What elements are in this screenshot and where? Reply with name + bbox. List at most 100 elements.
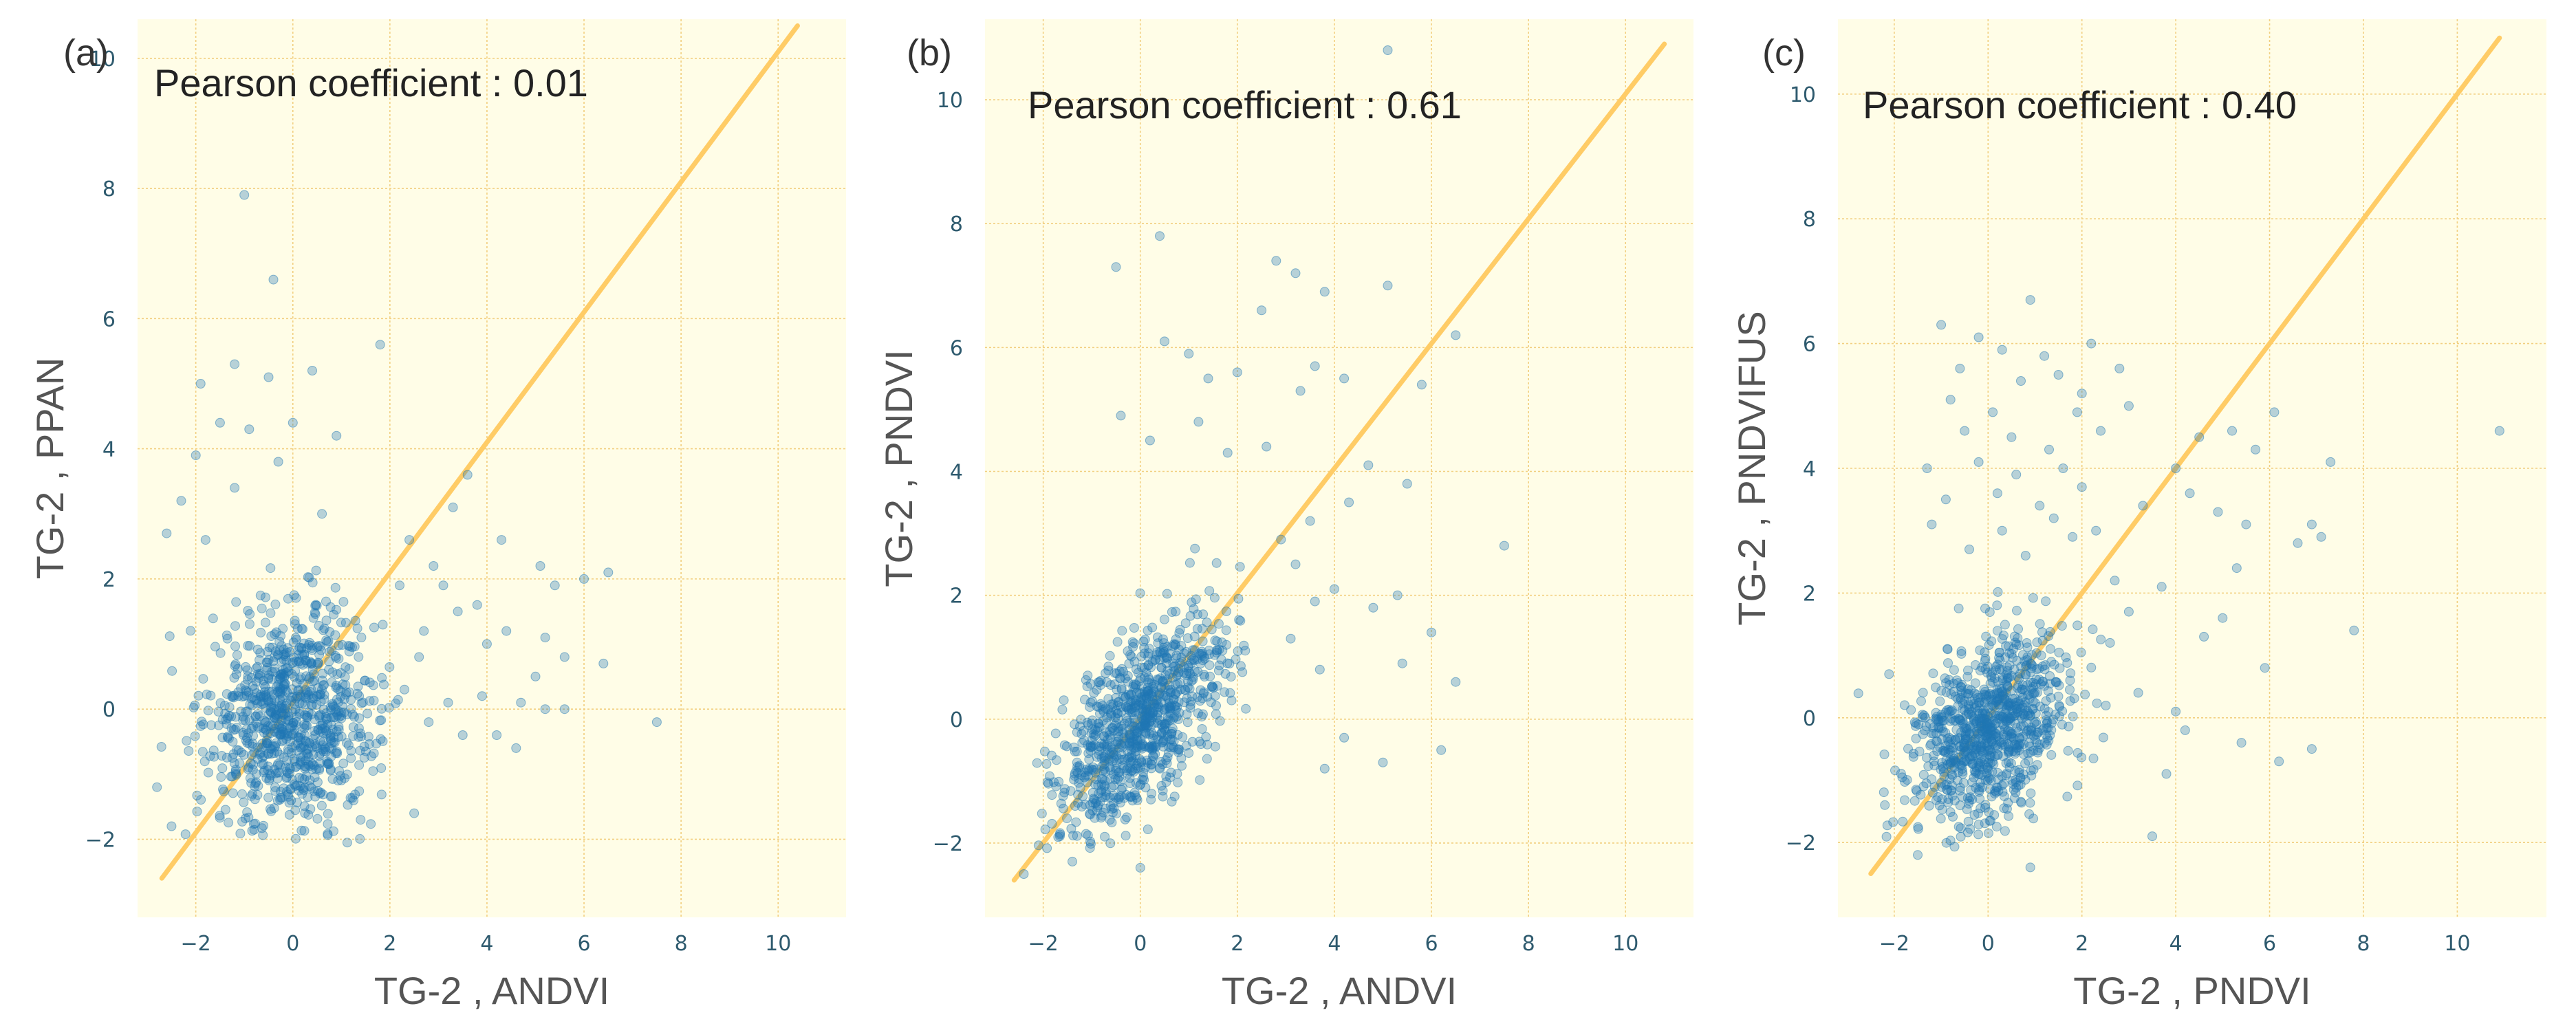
scatter-point-c [1913,822,1923,832]
scatter-point-a [300,808,310,818]
panel-a: −2 0 2 4 6 8 10 −2 0 2 4 6 8 10 (a) Pearson coefficie… [28,19,846,1012]
scatter-point-a [305,761,315,771]
scatter-point-a [438,580,448,591]
scatter-point-c [1993,713,2003,723]
scatter-point-b [1134,708,1144,719]
scatter-point-a [369,622,379,633]
scatter-point-c [2045,679,2055,689]
panel-label-a: (a) [63,32,109,74]
scatter-point-c [2030,734,2040,745]
y-tick-label-c: −2 [1786,831,1816,855]
scatter-point-b [1126,767,1136,776]
scatter-point-b [1211,558,1222,568]
scatter-point-c [1955,363,1965,373]
scatter-point-a [292,624,303,634]
scatter-point-b [1059,695,1069,706]
scatter-point-a [378,620,388,630]
scatter-point-a [336,668,346,678]
scatter-point-b [1111,262,1121,272]
scatter-point-a [281,647,292,657]
y-tick-label-a: 4 [102,438,116,462]
scatter-point-b [1165,708,1176,719]
scatter-point-a [296,658,306,668]
scatter-point-b [1094,722,1105,732]
scatter-point-c [2326,457,2336,467]
scatter-point-b [1117,626,1127,636]
scatter-point-b [1148,733,1158,743]
scatter-point-a [457,730,468,740]
scatter-point-b [1167,726,1177,736]
scatter-point-a [317,745,327,755]
scatter-point-a [356,698,367,708]
scatter-point-a [261,773,272,783]
scatter-point-b [1198,688,1209,699]
scatter-point-a [216,772,226,782]
x-tick-label-c: 0 [1982,932,1995,956]
scatter-point-a [284,798,294,808]
scatter-point-a [323,819,333,829]
scatter-point-a [209,752,219,762]
scatter-point-b [1195,775,1205,785]
scatter-point-a [193,690,204,701]
scatter-point-c [1953,678,1963,688]
scatter-point-c [1914,746,1925,756]
scatter-point-b [1271,256,1281,266]
scatter-point-c [1957,764,1967,774]
scatter-point-b [1147,691,1158,701]
scatter-point-a [298,783,308,794]
y-tick-label-b: 8 [950,212,963,237]
scatter-point-c [2015,686,2026,697]
scatter-point-c [2218,613,2228,623]
ticks-b: −2 0 2 4 6 8 10 −2 0 2 4 6 8 10 [933,89,1639,956]
scatter-point-c [2044,736,2054,745]
scatter-point-c [2098,732,2108,743]
scatter-point-c [2001,770,2011,780]
scatter-point-a [318,625,328,635]
scatter-points-a [152,190,662,848]
scatter-point-b [1161,772,1171,781]
scatter-point-a [318,680,328,690]
scatter-point-a [314,649,325,659]
scatter-point-b [1135,588,1145,598]
scatter-point-c [1900,795,1909,805]
scatter-point-b [1139,643,1149,653]
scatter-point-b [1204,586,1215,596]
scatter-point-a [540,633,550,643]
scatter-point-b [1088,765,1098,775]
scatter-point-a [191,450,201,461]
scatter-point-b [1114,792,1124,803]
scatter-point-b [1108,756,1118,766]
y-tick-label-b: −2 [933,832,963,856]
scatter-point-a [340,690,351,700]
scatter-point-c [2011,774,2021,785]
scatter-point-a [376,789,387,800]
scatter-point-c [1975,645,1985,655]
scatter-point-b [1143,677,1154,688]
scatter-point-a [366,819,376,829]
scatter-point-a [481,639,492,649]
scatter-point-a [342,709,352,719]
scatter-point-b [1183,677,1193,687]
scatter-point-c [1965,824,1976,834]
scatter-point-a [312,777,323,787]
scatter-point-c [2032,760,2042,770]
scatter-point-b [1235,615,1246,626]
scatter-point-b [1174,708,1184,718]
scatter-point-c [1879,787,1889,798]
scatter-point-c [1991,696,2002,706]
scatter-point-b [1192,609,1202,620]
scatter-point-b [1121,692,1131,703]
scatter-point-c [2076,647,2086,657]
scatter-point-c [1945,739,1956,750]
scatter-point-a [257,752,268,763]
scatter-point-a [296,756,306,766]
scatter-point-b [1150,655,1160,664]
scatter-point-b [1103,666,1114,675]
scatter-point-b [1198,609,1209,620]
scatter-point-b [1127,637,1138,647]
scatter-point-a [196,795,206,805]
scatter-point-a [261,618,270,628]
scatter-point-b [1125,650,1136,660]
scatter-point-a [477,691,487,701]
